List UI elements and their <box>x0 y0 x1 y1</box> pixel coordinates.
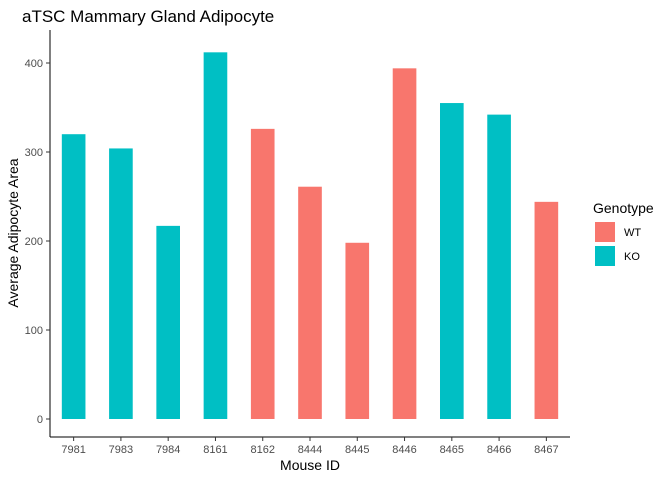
bar-7983 <box>109 148 133 419</box>
x-tick-label: 8162 <box>250 444 274 456</box>
bar-8446 <box>392 68 417 419</box>
x-tick-label: 7984 <box>156 444 180 456</box>
x-tick-label: 8161 <box>203 444 227 456</box>
legend-swatch-ko <box>595 246 615 266</box>
bar-8161 <box>203 52 228 419</box>
x-tick-label: 8446 <box>392 444 416 456</box>
x-axis: 7981 7983 7984 8161 8162 8444 8445 8446 8465 8466… <box>61 437 559 456</box>
bars-group <box>61 52 559 420</box>
x-tick-label: 8465 <box>440 444 464 456</box>
legend-label-wt: WT <box>624 227 641 239</box>
bar-8466 <box>487 114 511 420</box>
x-tick-label: 8445 <box>345 444 369 456</box>
legend-title: Genotype <box>593 200 654 216</box>
x-tick-label: 7983 <box>109 444 133 456</box>
y-tick-label: 100 <box>25 325 43 337</box>
bar-8465 <box>440 103 464 420</box>
y-tick-label: 400 <box>25 58 43 70</box>
bar-8162 <box>250 128 275 420</box>
bar-7984 <box>156 225 180 419</box>
y-axis-title: Average Adipocyte Area <box>5 158 21 307</box>
bar-8467 <box>534 201 559 419</box>
x-tick-label: 8467 <box>534 444 558 456</box>
legend-label-ko: KO <box>624 251 640 263</box>
y-axis: 0 100 200 300 400 <box>25 58 50 426</box>
x-tick-label: 7981 <box>61 444 85 456</box>
chart-title: aTSC Mammary Gland Adipocyte <box>22 7 274 26</box>
legend: Genotype WT KO <box>593 200 654 266</box>
y-tick-label: 0 <box>37 414 43 426</box>
x-axis-title: Mouse ID <box>280 457 340 473</box>
bar-8444 <box>298 186 322 419</box>
x-tick-label: 8444 <box>298 444 322 456</box>
y-tick-label: 300 <box>25 147 43 159</box>
y-tick-label: 200 <box>25 236 43 248</box>
x-tick-label: 8466 <box>487 444 511 456</box>
legend-swatch-wt <box>595 222 615 242</box>
bar-7981 <box>61 134 86 419</box>
bar-8445 <box>345 242 370 419</box>
